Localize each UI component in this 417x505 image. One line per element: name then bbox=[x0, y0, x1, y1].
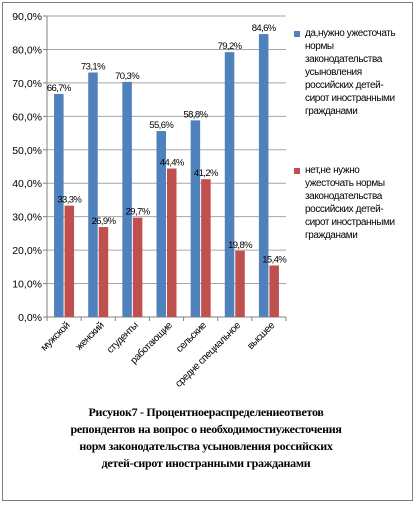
y-tick-label: 60,0% bbox=[12, 111, 42, 123]
bar-yes bbox=[88, 72, 98, 317]
y-tick-label: 30,0% bbox=[12, 212, 42, 224]
data-label: 41,2% bbox=[194, 168, 219, 179]
data-label: 73,1% bbox=[81, 62, 106, 73]
bar-no bbox=[64, 205, 75, 317]
legend-yes-line: сирот иностранными bbox=[305, 93, 395, 104]
data-label: 84,6% bbox=[252, 23, 277, 34]
bar-yes bbox=[122, 81, 132, 317]
legend-no-line: гражданами bbox=[305, 230, 358, 241]
legend-yes-line: законодательства bbox=[305, 54, 382, 65]
bar-yes bbox=[190, 120, 201, 317]
legend-yes-line: нормы bbox=[305, 41, 334, 52]
category-label: мужской bbox=[39, 320, 72, 353]
caption-line: Рисунок7 - Процентноераспределениеответо… bbox=[88, 405, 324, 419]
data-label: 58,8% bbox=[183, 109, 208, 120]
legend-no-line: российских детей- bbox=[305, 204, 384, 215]
data-label: 66,7% bbox=[47, 83, 72, 94]
legend-yes-line: российских детей- bbox=[305, 80, 384, 91]
bar-no bbox=[167, 168, 177, 317]
data-label: 70,3% bbox=[115, 71, 140, 82]
caption-line: детей-сирот иностранными гражданами bbox=[101, 456, 311, 470]
legend-yes-line: усыновления bbox=[305, 67, 362, 78]
bar-no bbox=[269, 265, 279, 317]
y-tick-label: 40,0% bbox=[12, 178, 42, 190]
data-label: 44,4% bbox=[160, 158, 185, 169]
y-tick-label: 70,0% bbox=[12, 78, 42, 90]
figure-caption: Рисунок7 - Процентноераспределениеответо… bbox=[20, 404, 392, 472]
data-label: 26,9% bbox=[91, 216, 116, 227]
bar-no bbox=[132, 217, 143, 317]
bar-yes bbox=[54, 93, 64, 317]
category-label: высшее bbox=[245, 320, 277, 352]
legend-swatch-yes bbox=[294, 31, 300, 37]
y-tick-label: 90,0% bbox=[12, 11, 42, 23]
legend-swatch-no bbox=[294, 168, 300, 174]
data-label: 33,3% bbox=[57, 195, 82, 206]
legend-no-line: ужесточать нормы bbox=[305, 178, 385, 189]
data-label: 79,2% bbox=[218, 41, 243, 52]
data-label: 29,7% bbox=[126, 207, 151, 218]
legend-yes-line: да,нужно ужесточать bbox=[305, 28, 396, 39]
category-label: студенты bbox=[105, 320, 141, 356]
category-label: сельские bbox=[174, 320, 209, 355]
legend-no-line: законодательства bbox=[305, 191, 382, 202]
legend-yes-line: гражданами bbox=[305, 106, 358, 117]
caption-line: репондентов на вопрос о необходимостиуже… bbox=[70, 422, 342, 436]
bar-yes bbox=[156, 131, 166, 317]
y-tick-label: 80,0% bbox=[12, 44, 42, 56]
data-label: 55,6% bbox=[149, 120, 174, 131]
bar-yes bbox=[224, 52, 235, 318]
bar-no bbox=[98, 227, 109, 317]
y-tick-label: 50,0% bbox=[12, 145, 42, 157]
legend-no-line: сирот иностранными bbox=[305, 217, 395, 228]
category-label: средне специальное bbox=[174, 320, 244, 390]
legend-label-yes: да,нужно ужесточать нормы законодательст… bbox=[305, 27, 417, 118]
bar-no bbox=[201, 179, 211, 317]
data-label: 19,8% bbox=[228, 240, 253, 251]
caption-line: норм законодательства усыновления россий… bbox=[79, 439, 333, 453]
y-tick-label: 10,0% bbox=[12, 279, 42, 291]
bar-no bbox=[235, 250, 245, 317]
category-label: женский bbox=[74, 320, 106, 352]
bar-yes bbox=[258, 34, 269, 318]
y-tick-label: 0,0% bbox=[18, 312, 42, 324]
y-tick-label: 20,0% bbox=[12, 245, 42, 257]
legend-label-no: нет,не нужно ужесточать нормы законодате… bbox=[305, 164, 417, 242]
legend-no-line: нет,не нужно bbox=[305, 165, 360, 176]
data-label: 15,4% bbox=[262, 254, 287, 265]
